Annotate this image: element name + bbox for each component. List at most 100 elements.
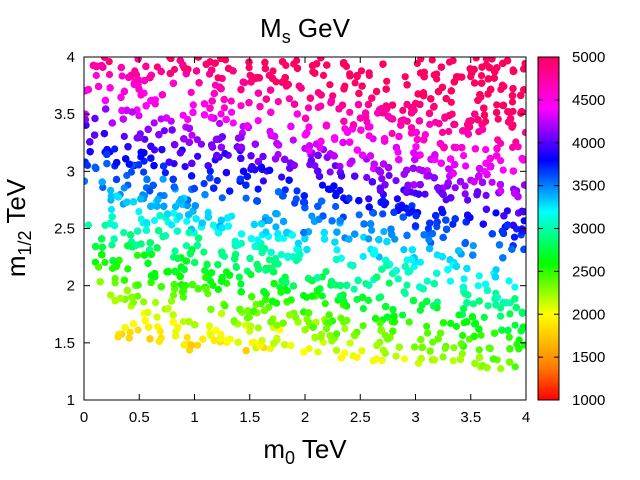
scatter-point xyxy=(109,257,117,265)
scatter-point xyxy=(140,168,148,176)
scatter-point xyxy=(382,303,390,311)
scatter-point xyxy=(514,143,522,151)
scatter-point xyxy=(164,305,172,313)
scatter-point xyxy=(337,314,345,322)
scatter-point xyxy=(253,197,261,205)
scatter-point xyxy=(206,174,214,182)
scatter-point xyxy=(464,291,472,299)
scatter-point xyxy=(159,175,167,183)
scatter-point xyxy=(213,151,221,160)
scatter-point xyxy=(359,252,367,261)
scatter-point xyxy=(179,318,187,326)
scatter-point xyxy=(128,108,136,116)
scatter-point xyxy=(113,192,121,200)
scatter-point xyxy=(394,275,402,283)
scatter-point xyxy=(313,60,321,68)
scatter-point xyxy=(444,266,452,274)
scatter-point xyxy=(480,111,489,119)
scatter-point xyxy=(323,153,331,161)
scatter-point xyxy=(482,191,490,199)
scatter-point xyxy=(197,140,205,148)
scatter-point xyxy=(182,70,190,78)
scatter-point xyxy=(285,95,293,103)
scatter-point xyxy=(421,190,429,198)
scatter-point xyxy=(490,329,499,337)
scatter-point xyxy=(194,285,202,293)
scatter-point xyxy=(403,281,411,289)
scatter-point xyxy=(447,319,455,327)
scatter-point xyxy=(460,275,468,283)
scatter-point xyxy=(513,340,521,348)
scatter-point xyxy=(346,339,354,347)
scatter-point xyxy=(161,169,169,177)
scatter-point xyxy=(259,152,267,161)
scatter-point xyxy=(345,235,353,243)
scatter-point xyxy=(385,171,393,180)
scatter-point xyxy=(378,175,386,183)
scatter-point xyxy=(359,305,367,313)
scatter-point xyxy=(169,311,177,319)
scatter-point xyxy=(357,67,366,75)
scatter-point xyxy=(296,251,304,259)
scatter-point xyxy=(496,312,505,320)
scatter-point xyxy=(258,220,266,228)
scatter-point xyxy=(497,365,505,373)
scatter-point xyxy=(308,292,316,300)
scatter-point xyxy=(210,184,218,192)
scatter-point xyxy=(91,131,99,139)
scatter-point xyxy=(170,209,178,217)
scatter-point xyxy=(199,335,207,343)
scatter-point xyxy=(508,98,517,106)
scatter-point xyxy=(510,233,519,241)
scatter-point xyxy=(247,271,255,279)
scatter-point xyxy=(100,130,108,138)
scatter-point xyxy=(237,102,245,110)
scatter-point xyxy=(321,300,329,308)
scatter-point xyxy=(107,186,115,194)
scatter-point xyxy=(444,165,453,173)
scatter-point xyxy=(150,119,158,127)
scatter-points xyxy=(84,57,526,373)
scatter-point xyxy=(124,265,132,273)
scatter-point xyxy=(134,161,143,169)
scatter-point xyxy=(517,109,525,117)
scatter-point xyxy=(460,152,468,160)
scatter-point xyxy=(169,79,177,87)
scatter-point xyxy=(474,282,482,290)
scatter-point xyxy=(183,217,191,225)
scatter-point xyxy=(475,353,484,361)
scatter-point xyxy=(293,187,301,195)
scatter-point xyxy=(493,108,501,117)
scatter-point xyxy=(478,178,487,186)
scatter-point xyxy=(418,167,426,175)
scatter-point xyxy=(305,345,313,353)
scatter-point xyxy=(158,146,166,154)
scatter-point xyxy=(297,84,305,92)
scatter-point xyxy=(247,322,255,330)
scatter-point xyxy=(120,184,128,192)
scatter-point xyxy=(341,325,349,333)
scatter-point xyxy=(123,286,131,294)
scatter-point xyxy=(202,285,210,293)
scatter-point xyxy=(464,130,472,138)
scatter-point xyxy=(207,114,215,122)
scatter-point xyxy=(214,285,222,293)
scatter-point xyxy=(460,305,468,313)
scatter-point xyxy=(256,103,264,111)
scatter-point xyxy=(483,364,491,372)
scatter-point xyxy=(232,262,240,271)
scatter-point xyxy=(475,346,483,354)
scatter-point xyxy=(362,109,370,117)
scatter-point xyxy=(380,160,388,168)
scatter-point xyxy=(320,235,329,243)
scatter-point xyxy=(191,321,199,329)
scatter-point xyxy=(420,92,428,100)
scatter-point xyxy=(365,235,373,243)
scatter-point xyxy=(509,85,517,93)
scatter-point xyxy=(168,126,176,134)
scatter-point xyxy=(358,82,366,90)
scatter-point xyxy=(186,250,194,258)
scatter-point xyxy=(170,281,178,289)
scatter-point xyxy=(439,233,447,242)
scatter-point xyxy=(300,348,308,356)
